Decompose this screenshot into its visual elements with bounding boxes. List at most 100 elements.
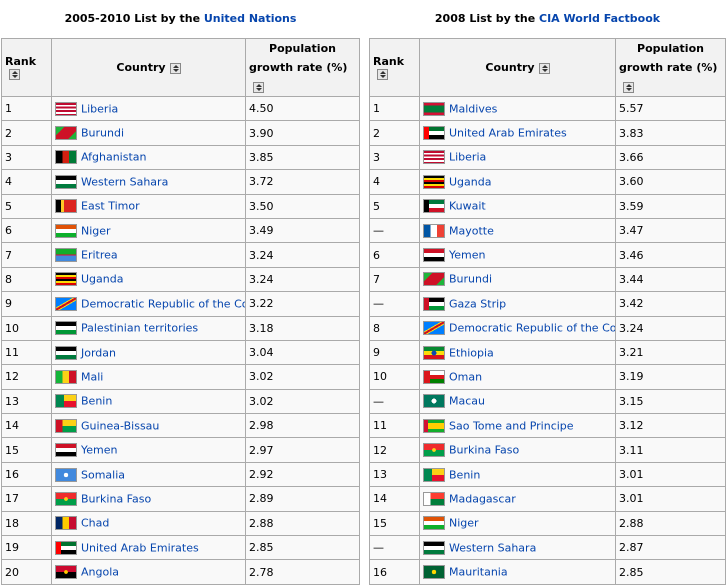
country-link[interactable]: Palestinian territories xyxy=(81,321,199,335)
table-row: 16 Somalia 2.92 xyxy=(1,461,360,488)
country-link[interactable]: Somalia xyxy=(81,468,126,482)
flag-mauritania-icon[interactable] xyxy=(423,565,445,580)
flag-benin-icon[interactable] xyxy=(423,467,445,482)
flag-chad-icon[interactable] xyxy=(55,516,77,531)
flag-benin-icon[interactable] xyxy=(55,394,77,409)
sort-icon[interactable] xyxy=(9,69,20,80)
country-link[interactable]: Ethiopia xyxy=(449,346,494,360)
flag-burundi-icon[interactable] xyxy=(423,272,445,287)
table-row: 11 Sao Tome and Principe 3.12 xyxy=(369,413,726,439)
country-link[interactable]: East Timor xyxy=(81,199,140,213)
flag-madagascar-icon[interactable] xyxy=(423,491,445,506)
country-link[interactable]: Democratic Republic of the Congo xyxy=(81,297,245,311)
country-link[interactable]: Mauritania xyxy=(449,565,508,579)
flag-mayotte-icon[interactable] xyxy=(423,223,445,238)
flag-angola-icon[interactable] xyxy=(55,565,77,580)
flag-kuwait-icon[interactable] xyxy=(423,199,445,214)
country-link[interactable]: Guinea-Bissau xyxy=(81,419,160,433)
country-link[interactable]: Mali xyxy=(81,370,104,384)
united-nations-link[interactable]: United Nations xyxy=(203,12,297,25)
country-link[interactable]: Western Sahara xyxy=(449,541,537,555)
flag-liberia-icon[interactable] xyxy=(55,101,77,116)
rank-cell: 15 xyxy=(369,510,420,537)
table-row: 9 Ethiopia 3.21 xyxy=(369,339,726,366)
country-link[interactable]: Eritrea xyxy=(81,248,118,262)
country-link[interactable]: Benin xyxy=(81,394,113,408)
flag-uganda-icon[interactable] xyxy=(423,174,445,189)
country-link[interactable]: Burundi xyxy=(81,126,125,140)
flag-guinea-bissau-icon[interactable] xyxy=(55,418,77,433)
growth-rate-cell: 3.24 xyxy=(615,315,726,341)
country-link[interactable]: Angola xyxy=(81,565,120,579)
sort-icon[interactable] xyxy=(623,81,634,93)
country-link[interactable]: Jordan xyxy=(81,346,116,360)
flag-jordan-icon[interactable] xyxy=(55,345,77,360)
flag-maldives-icon[interactable] xyxy=(423,101,445,116)
flag-yemen-icon[interactable] xyxy=(55,443,77,458)
flag-niger-icon[interactable] xyxy=(55,223,77,238)
flag-afghanistan-icon[interactable] xyxy=(55,150,77,165)
country-link[interactable]: Burkina Faso xyxy=(81,492,152,506)
flag-east-timor-icon[interactable] xyxy=(55,199,77,214)
flag-western-sahara-icon[interactable] xyxy=(55,174,77,189)
flag-eritrea-icon[interactable] xyxy=(55,248,77,263)
growth-rate-cell: 2.78 xyxy=(245,559,360,585)
flag-uganda-icon[interactable] xyxy=(55,272,77,287)
country-cell: Liberia xyxy=(419,144,616,171)
country-link[interactable]: Yemen xyxy=(449,248,486,262)
flag-dr-congo-icon[interactable] xyxy=(423,321,445,336)
flag-uae-icon[interactable] xyxy=(55,540,77,555)
country-link[interactable]: Benin xyxy=(449,468,481,482)
sort-icon[interactable] xyxy=(169,62,181,74)
sort-icon[interactable] xyxy=(538,62,550,74)
flag-burkina-faso-icon[interactable] xyxy=(423,443,445,458)
country-link[interactable]: Uganda xyxy=(449,175,492,189)
flag-macau-icon[interactable] xyxy=(423,394,445,409)
country-link[interactable]: Sao Tome and Principe xyxy=(449,419,574,433)
country-link[interactable]: Kuwait xyxy=(449,199,486,213)
country-link[interactable]: Uganda xyxy=(81,272,124,286)
country-cell: Yemen xyxy=(51,437,246,463)
country-link[interactable]: Chad xyxy=(81,516,110,530)
flag-burundi-icon[interactable] xyxy=(55,126,77,141)
growth-rate-cell: 2.88 xyxy=(615,510,726,537)
country-link[interactable]: United Arab Emirates xyxy=(81,541,199,555)
country-link[interactable]: Burundi xyxy=(449,272,493,286)
country-link[interactable]: Burkina Faso xyxy=(449,443,520,457)
flag-sao-tome-icon[interactable] xyxy=(423,418,445,433)
rank-header-label: Rank xyxy=(373,54,405,68)
table-row: 14 Guinea-Bissau 2.98 xyxy=(1,413,360,439)
sort-icon[interactable] xyxy=(377,69,388,80)
sort-icon[interactable] xyxy=(253,81,264,93)
flag-palestine-icon[interactable] xyxy=(55,321,77,336)
flag-uae-icon[interactable] xyxy=(423,126,445,141)
flag-western-sahara-icon[interactable] xyxy=(423,540,445,555)
flag-burkina-faso-icon[interactable] xyxy=(55,491,77,506)
flag-dr-congo-icon[interactable] xyxy=(55,296,77,311)
flag-mali-icon[interactable] xyxy=(55,369,77,384)
flag-liberia-icon[interactable] xyxy=(423,150,445,165)
country-link[interactable]: Yemen xyxy=(81,443,118,457)
flag-yemen-icon[interactable] xyxy=(423,248,445,263)
country-link[interactable]: Gaza Strip xyxy=(449,297,507,311)
country-link[interactable]: United Arab Emirates xyxy=(449,126,567,140)
flag-ethiopia-icon[interactable] xyxy=(423,345,445,360)
flag-oman-icon[interactable] xyxy=(423,369,445,384)
country-link[interactable]: Maldives xyxy=(449,102,498,116)
country-link[interactable]: Western Sahara xyxy=(81,175,169,189)
country-link[interactable]: Liberia xyxy=(81,102,119,116)
cia-list-panel: 2008 List by the CIA World Factbook Rank… xyxy=(369,0,726,585)
country-link[interactable]: Democratic Republic of the Congo xyxy=(449,321,616,335)
country-link[interactable]: Liberia xyxy=(449,150,487,164)
country-link[interactable]: Macau xyxy=(449,394,485,408)
flag-gaza-strip-icon[interactable] xyxy=(423,296,445,311)
country-link[interactable]: Madagascar xyxy=(449,492,516,506)
country-link[interactable]: Afghanistan xyxy=(81,150,147,164)
country-link[interactable]: Niger xyxy=(81,224,111,238)
cia-world-factbook-link[interactable]: CIA World Factbook xyxy=(539,12,661,25)
flag-somalia-icon[interactable] xyxy=(55,467,77,482)
country-link[interactable]: Oman xyxy=(449,370,483,384)
flag-niger-icon[interactable] xyxy=(423,516,445,531)
country-link[interactable]: Mayotte xyxy=(449,224,494,238)
country-link[interactable]: Niger xyxy=(449,516,479,530)
